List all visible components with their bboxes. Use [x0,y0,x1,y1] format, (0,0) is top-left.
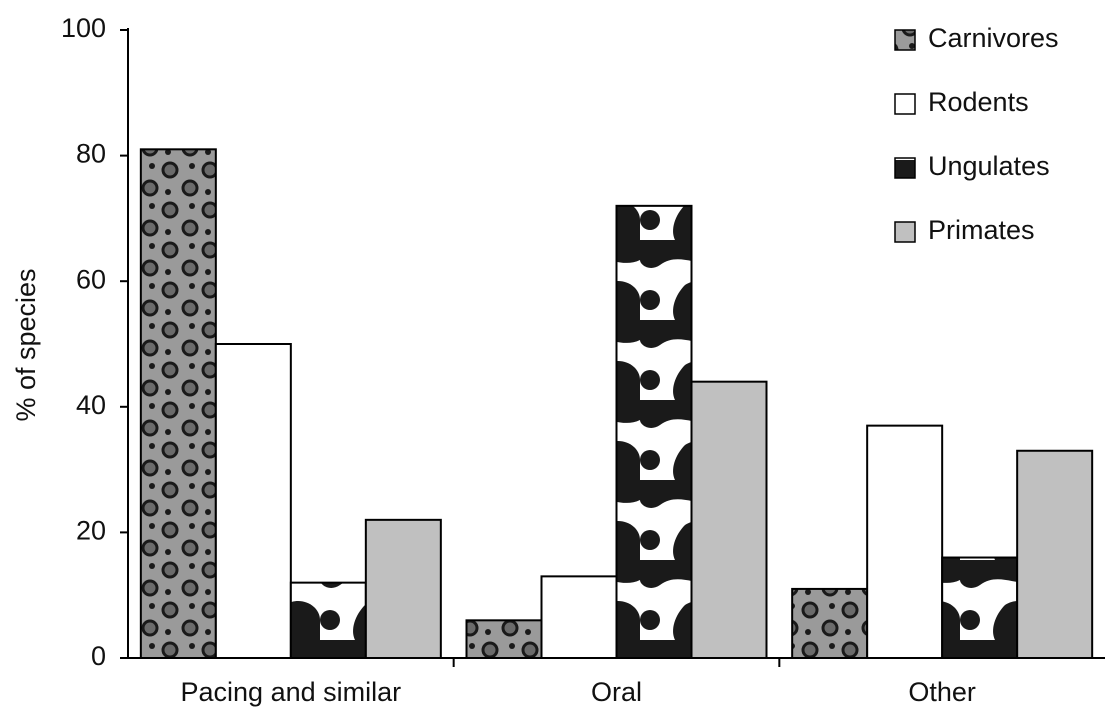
legend-label: Primates [928,215,1035,245]
x-tick-label: Other [908,677,976,707]
bar [364,518,442,660]
legend-swatch [894,221,916,243]
y-tick-label: 40 [76,390,106,420]
legend-swatch [894,93,916,115]
legend-swatch [894,157,916,179]
bar [941,556,1019,660]
bar [791,587,869,659]
y-tick-label: 100 [61,13,106,43]
bar [289,581,367,660]
legend-label: Ungulates [928,151,1050,181]
bar [615,204,693,659]
legend-swatch [894,29,916,51]
legend-label: Rodents [928,87,1029,117]
y-axis-label: % of species [11,268,41,421]
bar [866,424,944,660]
bar [1016,449,1094,660]
bar [540,575,618,659]
bar [139,148,217,659]
y-tick-label: 20 [76,516,106,546]
bar [465,619,543,660]
bar [214,343,292,659]
x-tick-label: Pacing and similar [181,677,402,707]
y-tick-label: 80 [76,139,106,169]
x-tick-label: Oral [591,677,642,707]
y-tick-label: 0 [91,641,106,671]
y-tick-label: 60 [76,264,106,294]
bar [690,380,768,659]
legend-label: Carnivores [928,23,1059,53]
